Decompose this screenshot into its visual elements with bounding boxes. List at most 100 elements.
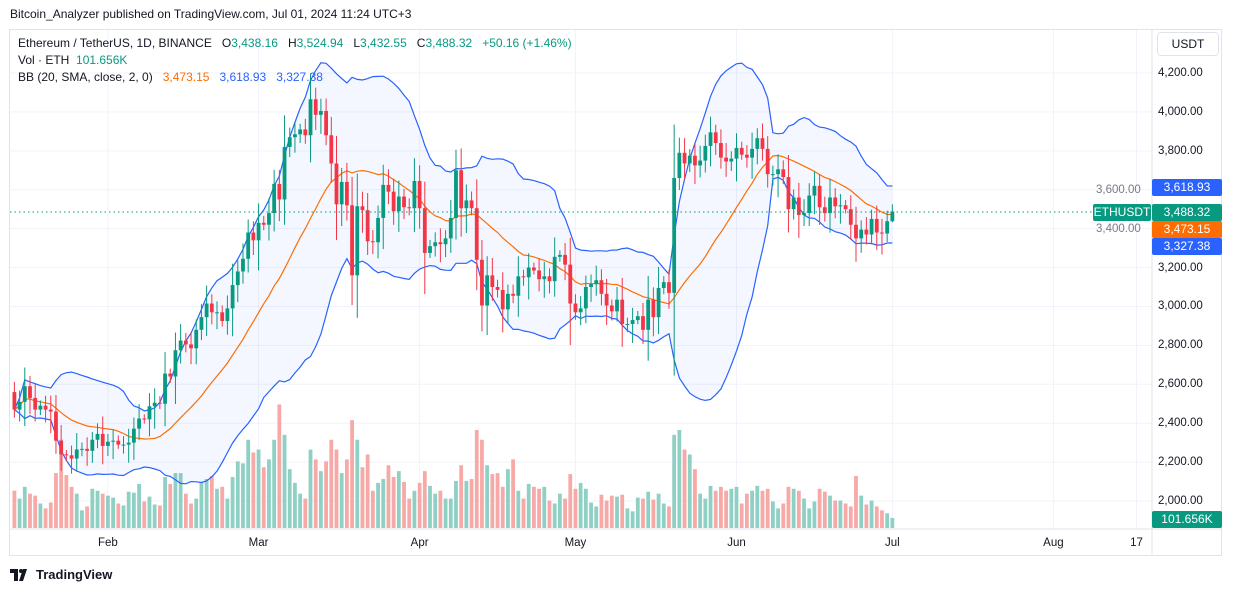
volume-bar — [646, 491, 651, 528]
volume-bar — [324, 461, 328, 528]
volume-bar — [563, 498, 567, 528]
price-tick-label: 2,600.00 — [1158, 378, 1203, 391]
volume-bar — [854, 476, 858, 528]
candle-body — [656, 287, 661, 318]
candle-body — [28, 386, 32, 398]
candle-body — [474, 208, 479, 260]
candle-body — [22, 386, 27, 402]
brand-name: TradingView — [36, 567, 113, 582]
volume-bar — [168, 483, 173, 528]
candle-body — [261, 222, 266, 225]
legend-bb-row: BB (20, SMA, close, 2, 0) 3,473.15 3,618… — [18, 69, 572, 86]
candle-body — [506, 293, 510, 310]
volume-bar — [719, 486, 723, 528]
chart-frame — [9, 29, 1222, 556]
bb-upper-badge: 3,618.93 — [1152, 179, 1222, 196]
candle-body — [708, 132, 713, 146]
candle-body — [791, 197, 796, 210]
candle-body — [547, 276, 552, 282]
volume-bar — [776, 508, 780, 528]
candle-body — [246, 232, 251, 259]
time-tick-label: Feb — [97, 537, 118, 549]
tradingview-logo[interactable]: TradingView — [10, 567, 112, 582]
candle-body — [677, 152, 682, 179]
candle-body — [760, 138, 765, 149]
candle-body — [495, 287, 500, 290]
volume-bar — [521, 498, 526, 528]
price-tick-label: 3,400.00 — [1096, 222, 1141, 235]
volume-bar — [755, 485, 760, 528]
bb-upper-value: 3,618.93 — [219, 70, 267, 84]
candle-body — [703, 145, 708, 161]
candle-body — [781, 169, 786, 178]
volume-bar — [864, 504, 869, 528]
candle-body — [189, 344, 193, 349]
candle-body — [215, 312, 219, 314]
candle-body — [443, 238, 448, 245]
candle-body — [802, 213, 806, 216]
volume-label[interactable]: Vol · ETH — [18, 53, 70, 67]
volume-bar — [589, 502, 593, 528]
volume-bar — [282, 434, 287, 528]
candle-body — [126, 442, 131, 445]
candle-body — [609, 305, 614, 312]
candle-body — [890, 211, 895, 222]
candle-body — [33, 397, 38, 410]
legend-symbol-row: Ethereum / TetherUS, 1D, BINANCE O3,438.… — [18, 36, 572, 50]
candle-body — [64, 454, 69, 456]
symbol-badge: ETHUSDT — [1093, 204, 1151, 221]
candle-body — [277, 183, 282, 200]
volume-bar — [74, 493, 79, 528]
candle-body — [511, 293, 516, 296]
volume-bar — [267, 459, 271, 528]
volume-bar — [516, 490, 521, 528]
candle-body — [59, 440, 64, 455]
time-tick-label: Apr — [410, 537, 429, 549]
bb-band-fill — [14, 62, 893, 484]
price-tick-label: 2,800.00 — [1158, 339, 1203, 352]
volume-bar — [12, 490, 17, 528]
candle-body — [396, 196, 401, 212]
candle-body — [344, 181, 349, 206]
volume-bar — [874, 506, 879, 528]
candle-body — [667, 282, 671, 293]
volume-bar — [199, 481, 204, 528]
volume-bar — [28, 493, 32, 528]
candle-body — [433, 242, 438, 247]
candle-body — [272, 183, 277, 214]
candle-body — [615, 299, 619, 312]
symbol-name[interactable]: Ethereum / TetherUS, 1D, BINANCE — [18, 36, 212, 50]
currency-button[interactable]: USDT — [1157, 32, 1219, 56]
volume-bar — [630, 511, 635, 528]
price-tick-label: 2,000.00 — [1158, 495, 1203, 507]
candle-body — [807, 195, 812, 214]
volume-bar — [781, 503, 786, 528]
volume-bar — [142, 501, 147, 528]
volume-bar — [121, 505, 126, 528]
candle-body — [532, 267, 536, 271]
volume-bar — [209, 476, 214, 528]
volume-bar — [490, 474, 495, 528]
volume-bar — [22, 486, 27, 528]
candle-body — [194, 329, 199, 349]
volume-bar — [506, 469, 510, 528]
candle-body — [583, 287, 588, 309]
time-tick-label: Mar — [248, 537, 269, 549]
volume-bar — [724, 490, 729, 528]
candle-body — [776, 169, 780, 175]
volume-bar — [734, 486, 739, 528]
volume-bar — [178, 473, 183, 528]
volume-bar — [48, 502, 53, 528]
candle-body — [376, 217, 380, 243]
volume-bar — [667, 506, 671, 528]
bb-label[interactable]: BB (20, SMA, close, 2, 0) — [18, 70, 153, 84]
candle-body — [620, 299, 625, 324]
candle-body — [54, 411, 58, 441]
candle-body — [480, 259, 484, 306]
volume-bar — [225, 498, 230, 528]
price-tick-label: 3,200.00 — [1158, 261, 1203, 274]
candle-body — [282, 146, 287, 200]
candle-body — [422, 208, 427, 253]
volume-bar — [173, 473, 178, 528]
